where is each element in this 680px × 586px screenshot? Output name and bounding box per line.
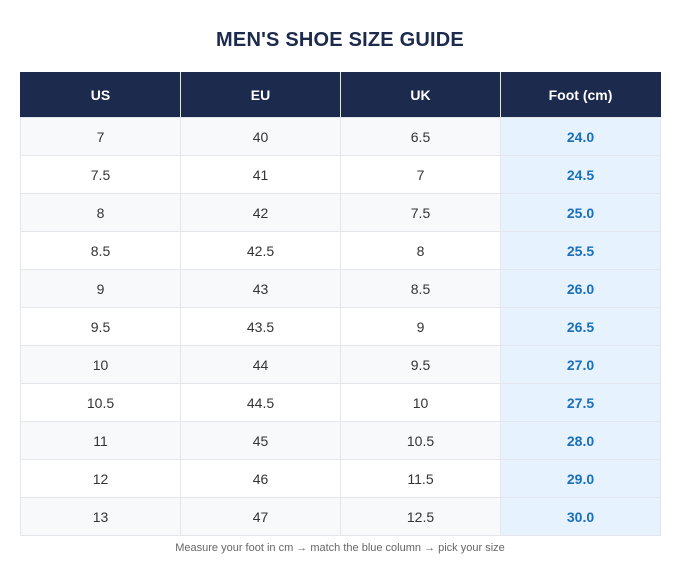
cell-foot-cm: 30.0 [500, 497, 661, 536]
cell-us: 11 [20, 421, 181, 460]
table-row: 10.5 44.5 10 27.5 [20, 383, 661, 422]
cell-uk: 9.5 [340, 345, 501, 384]
cell-eu: 43.5 [180, 307, 341, 346]
table-row: 9 43 8.5 26.0 [20, 269, 661, 308]
header-row: US EU UK Foot (cm) [20, 72, 661, 118]
size-table: US EU UK Foot (cm) 7 40 6.5 24.0 7.5 41 7 24.5 8… [20, 72, 661, 536]
cell-eu: 43 [180, 269, 341, 308]
cell-uk: 10.5 [340, 421, 501, 460]
cell-foot-cm: 26.0 [500, 269, 661, 308]
table-row: 11 45 10.5 28.0 [20, 421, 661, 460]
cell-us: 8 [20, 193, 181, 232]
table-row: 8.5 42.5 8 25.5 [20, 231, 661, 270]
table-header: US EU UK Foot (cm) [20, 72, 661, 118]
cell-foot-cm: 26.5 [500, 307, 661, 346]
table-body: 7 40 6.5 24.0 7.5 41 7 24.5 8 42 7.5 25.0 8.5 42.5 8 25… [20, 117, 661, 536]
cell-uk: 6.5 [340, 117, 501, 156]
cell-foot-cm: 25.0 [500, 193, 661, 232]
cell-eu: 42 [180, 193, 341, 232]
cell-foot-cm: 29.0 [500, 459, 661, 498]
cell-eu: 46 [180, 459, 341, 498]
table-row: 12 46 11.5 29.0 [20, 459, 661, 498]
cell-us: 7 [20, 117, 181, 156]
cell-us: 8.5 [20, 231, 181, 270]
cell-us: 7.5 [20, 155, 181, 194]
header-uk: UK [340, 72, 501, 118]
cell-eu: 44.5 [180, 383, 341, 422]
table-row: 10 44 9.5 27.0 [20, 345, 661, 384]
table-row: 7.5 41 7 24.5 [20, 155, 661, 194]
cell-uk: 8.5 [340, 269, 501, 308]
table-row: 7 40 6.5 24.0 [20, 117, 661, 156]
cell-uk: 8 [340, 231, 501, 270]
cell-uk: 12.5 [340, 497, 501, 536]
page-title: MEN'S SHOE SIZE GUIDE [216, 29, 464, 51]
header-eu: EU [180, 72, 341, 118]
cell-us: 9 [20, 269, 181, 308]
cell-foot-cm: 24.0 [500, 117, 661, 156]
cell-foot-cm: 27.0 [500, 345, 661, 384]
cell-eu: 41 [180, 155, 341, 194]
cell-uk: 11.5 [340, 459, 501, 498]
cell-foot-cm: 24.5 [500, 155, 661, 194]
cell-us: 10 [20, 345, 181, 384]
header-foot-cm: Foot (cm) [500, 72, 661, 118]
cell-eu: 47 [180, 497, 341, 536]
cell-foot-cm: 27.5 [500, 383, 661, 422]
cell-us: 13 [20, 497, 181, 536]
cell-uk: 7 [340, 155, 501, 194]
cell-foot-cm: 25.5 [500, 231, 661, 270]
cell-uk: 10 [340, 383, 501, 422]
cell-foot-cm: 28.0 [500, 421, 661, 460]
header-us: US [20, 72, 181, 118]
table-row: 9.5 43.5 9 26.5 [20, 307, 661, 346]
cell-eu: 45 [180, 421, 341, 460]
cell-uk: 7.5 [340, 193, 501, 232]
cell-us: 9.5 [20, 307, 181, 346]
table-row: 13 47 12.5 30.0 [20, 497, 661, 536]
cell-eu: 40 [180, 117, 341, 156]
cell-us: 12 [20, 459, 181, 498]
cell-us: 10.5 [20, 383, 181, 422]
cell-eu: 42.5 [180, 231, 341, 270]
cell-eu: 44 [180, 345, 341, 384]
cell-uk: 9 [340, 307, 501, 346]
footnote: Measure your foot in cm → match the blue… [175, 542, 505, 554]
table-row: 8 42 7.5 25.0 [20, 193, 661, 232]
